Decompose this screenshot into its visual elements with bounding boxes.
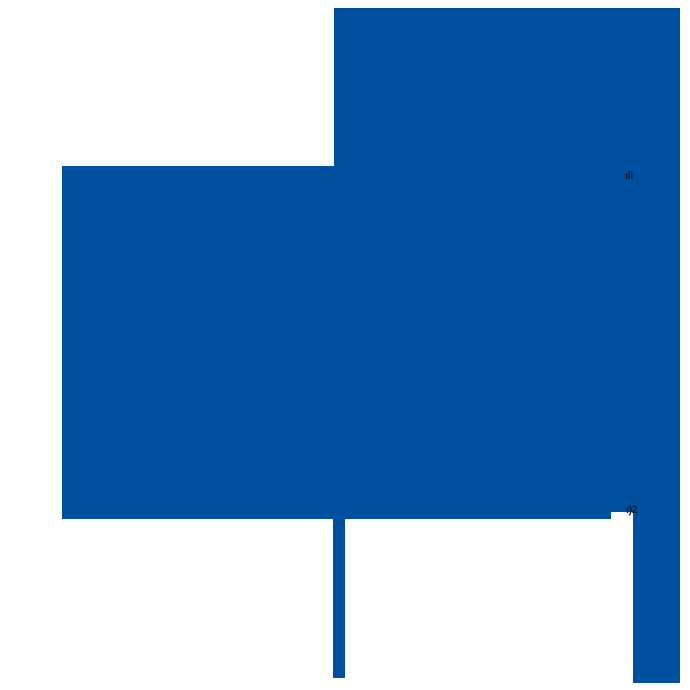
lower-vertical-bar-left[interactable] <box>333 519 345 678</box>
white-notch-lower <box>620 526 633 542</box>
tiny-text-fragment-upper: ıſi <box>625 170 633 182</box>
lower-vertical-bar-right[interactable] <box>633 519 680 683</box>
main-blue-panel[interactable] <box>62 166 680 519</box>
top-blue-panel[interactable] <box>334 8 680 166</box>
white-notch-upper <box>611 512 633 526</box>
tiny-text-fragment-lower: ı)2 <box>626 504 638 516</box>
